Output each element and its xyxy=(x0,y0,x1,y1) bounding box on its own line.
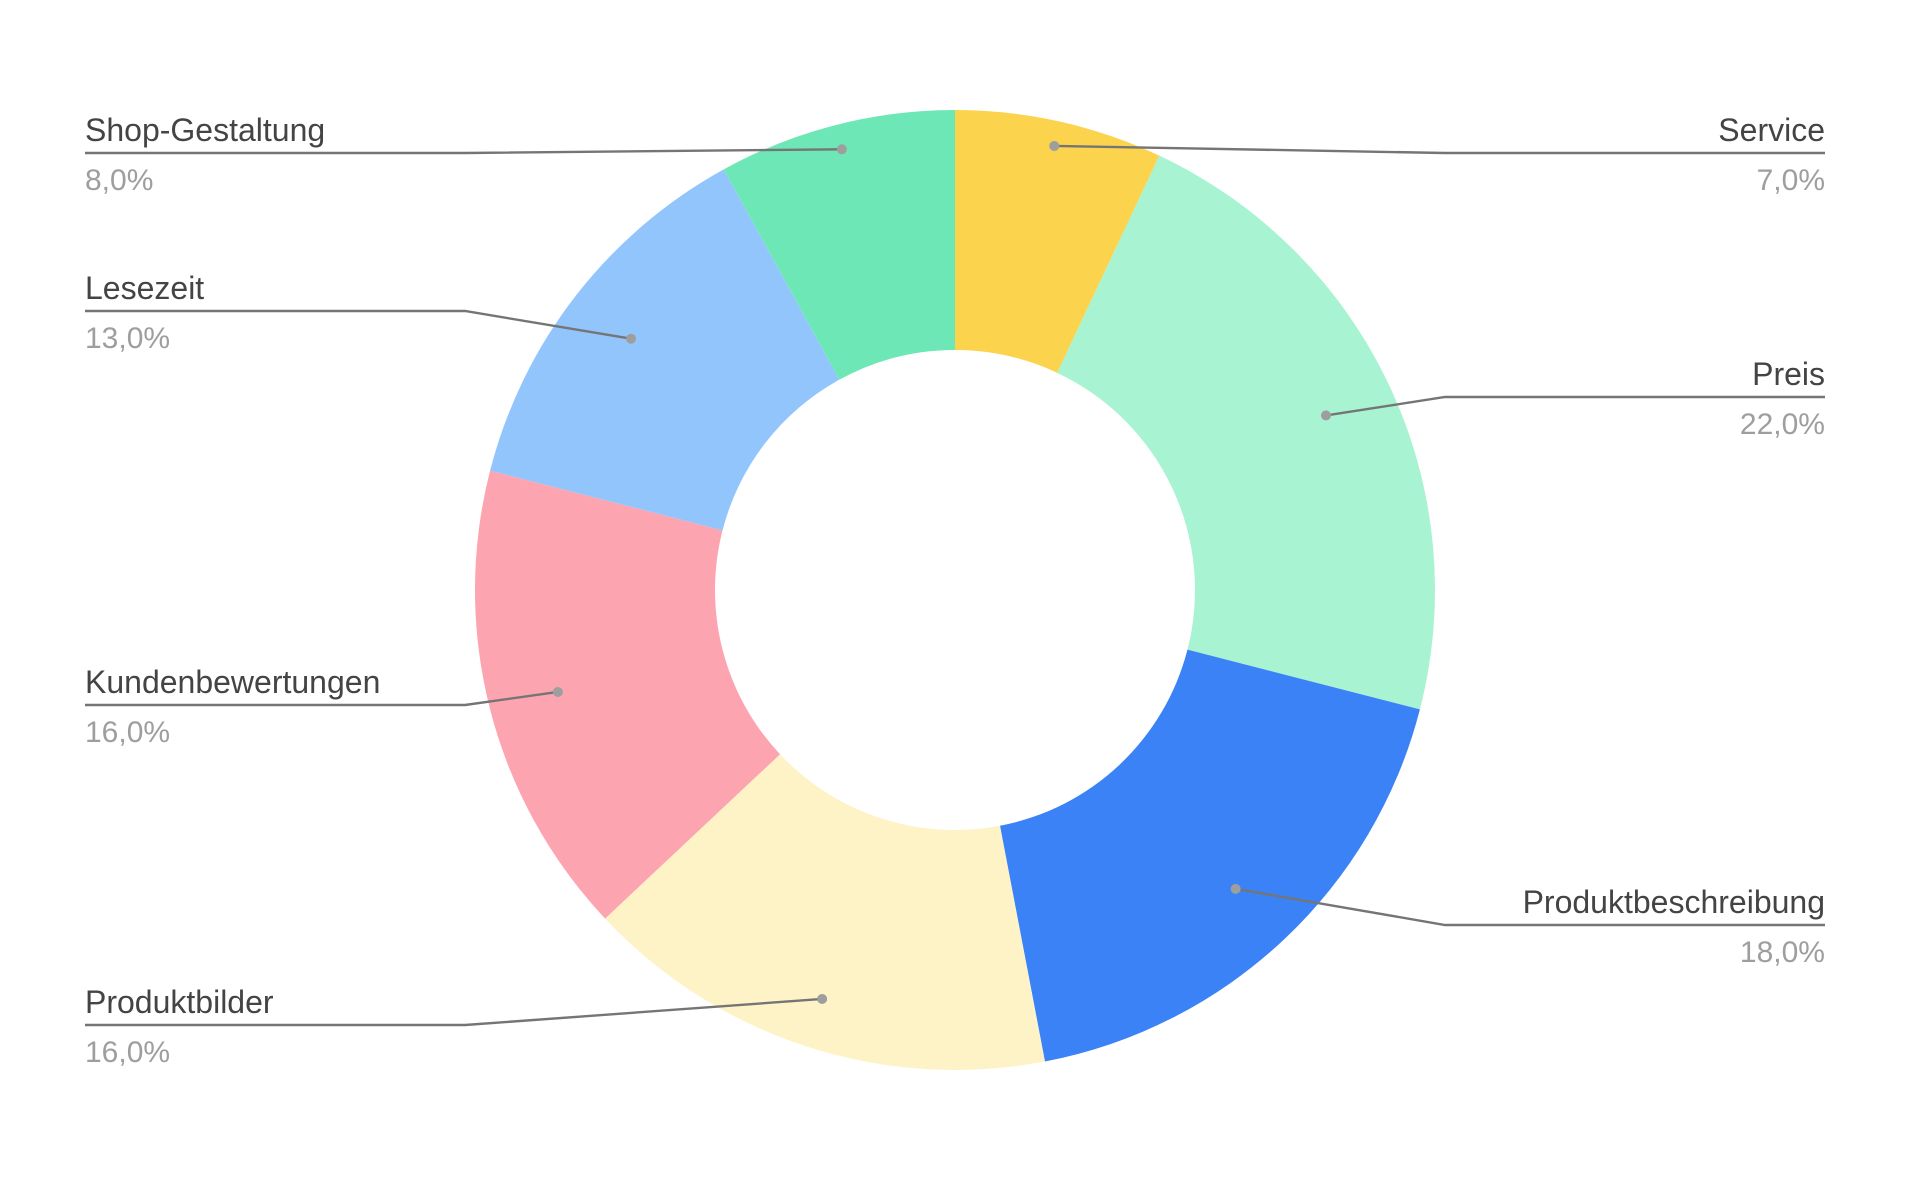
value-label-shop-gestaltung: 8,0% xyxy=(85,164,153,197)
label-kundenbewertungen: Kundenbewertungen xyxy=(85,664,380,700)
slice-lesezeit xyxy=(490,169,840,531)
slice-shop-gestaltung xyxy=(723,110,955,380)
label-shop-gestaltung: Shop-Gestaltung xyxy=(85,112,325,148)
leader-dot-produktbeschreibung xyxy=(1230,883,1241,894)
leader-dot-preis xyxy=(1320,410,1331,421)
label-preis: Preis xyxy=(1752,356,1825,392)
leader-produktbeschreibung xyxy=(1235,887,1825,927)
value-label-kundenbewertungen: 16,0% xyxy=(85,716,170,749)
leader-dot-produktbilder xyxy=(817,993,828,1004)
slice-service xyxy=(955,110,1160,373)
slice-produktbeschreibung xyxy=(999,649,1420,1062)
value-label-preis: 22,0% xyxy=(1740,408,1825,441)
leader-shop-gestaltung xyxy=(85,148,842,155)
leader-dot-service xyxy=(1049,140,1060,151)
slice-kundenbewertungen xyxy=(475,470,781,919)
leader-dot-kundenbewertungen xyxy=(552,686,563,697)
leader-kundenbewertungen xyxy=(85,690,559,707)
value-label-produktbilder: 16,0% xyxy=(85,1036,170,1069)
slice-labels: Service 7,0% Preis 22,0% Produktbeschreibung… xyxy=(85,112,1825,1069)
label-produktbilder: Produktbilder xyxy=(85,984,274,1020)
leader-preis xyxy=(1325,395,1825,417)
label-service: Service xyxy=(1718,112,1825,148)
leader-dot-shop-gestaltung xyxy=(836,144,847,155)
leader-dot-lesezeit xyxy=(626,333,637,344)
value-label-service: 7,0% xyxy=(1757,164,1825,197)
slice-produktbilder xyxy=(605,754,1045,1070)
label-leaders xyxy=(85,140,1825,1027)
leader-service xyxy=(1054,144,1825,155)
label-produktbeschreibung: Produktbeschreibung xyxy=(1523,884,1825,920)
leader-lesezeit xyxy=(85,309,632,340)
value-label-produktbeschreibung: 18,0% xyxy=(1740,936,1825,969)
value-label-lesezeit: 13,0% xyxy=(85,322,170,355)
label-lesezeit: Lesezeit xyxy=(85,270,204,306)
leader-produktbilder xyxy=(85,997,823,1027)
donut-slices xyxy=(475,110,1435,1070)
slice-preis xyxy=(1057,155,1435,710)
